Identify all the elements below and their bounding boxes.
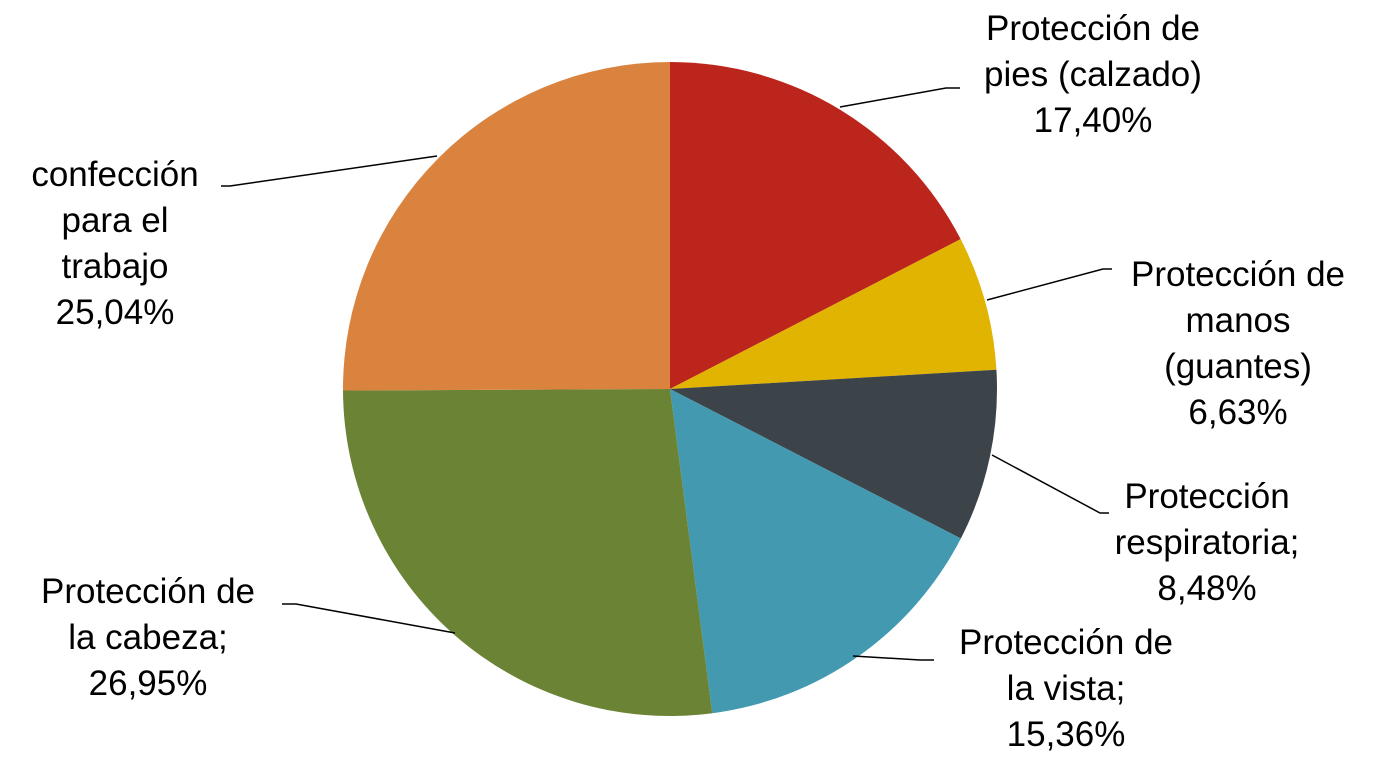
slice-label-6: confección para el trabajo 25,04% [31, 155, 198, 332]
slice-label-line: 17,40% [1034, 101, 1153, 140]
leader-line-1 [839, 87, 960, 108]
slice-label-line: Protección de [986, 9, 1200, 48]
slice-label-line: trabajo [61, 247, 168, 286]
pie-slice-4 [670, 389, 961, 714]
slice-label-line: confección [31, 155, 198, 194]
pie-slice-1 [670, 62, 961, 389]
slice-label-line: 26,95% [89, 664, 208, 703]
slice-label-4: Protección de la vista; 15,36% [959, 623, 1173, 754]
slice-label-line: 8,48% [1157, 569, 1256, 608]
pie-slice-5 [343, 389, 713, 717]
slice-label-5: Protección de la cabeza; 26,95% [41, 572, 255, 703]
slice-label-line: pies (calzado) [984, 55, 1202, 94]
slice-label-line: Protección de [41, 572, 255, 611]
leader-lines [221, 87, 1112, 661]
pie-slices [342, 62, 997, 717]
leader-line-3 [991, 454, 1109, 514]
slice-label-line: 15,36% [1007, 715, 1126, 754]
slice-label-line: (guantes) [1164, 347, 1312, 386]
slice-label-1: Protección de pies (calzado) 17,40% [984, 9, 1202, 140]
slice-label-2: Protección de manos (guantes) 6,63% [1131, 255, 1345, 432]
slice-labels: Protección de pies (calzado) 17,40%Protecc… [31, 9, 1345, 754]
slice-label-line: respiratoria; [1115, 523, 1300, 562]
pie-slice-2 [670, 239, 997, 389]
slice-label-line: Protección [1124, 477, 1289, 516]
slice-label-3: Protección respiratoria; 8,48% [1115, 477, 1300, 608]
slice-label-line: la cabeza; [68, 618, 228, 657]
slice-label-line: Protección de [959, 623, 1173, 662]
pie-slice-6 [342, 62, 670, 391]
slice-label-line: Protección de [1131, 255, 1345, 294]
slice-label-line: la vista; [1007, 669, 1126, 708]
slice-label-line: manos [1185, 301, 1290, 340]
slice-label-line: 25,04% [56, 293, 175, 332]
leader-line-5 [282, 603, 456, 634]
leader-line-6 [221, 155, 438, 187]
slice-label-line: para el [61, 201, 168, 240]
leader-line-4 [852, 655, 934, 661]
pie-slice-3 [670, 369, 997, 539]
slice-label-line: 6,63% [1188, 393, 1287, 432]
leader-line-2 [986, 268, 1112, 301]
